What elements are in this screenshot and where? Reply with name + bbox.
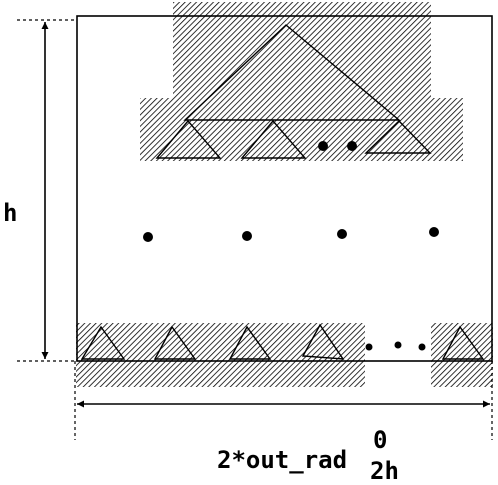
bottom-triangle-4 bbox=[301, 323, 345, 360]
small-triangle-1 bbox=[155, 119, 222, 159]
top-row-dot-1 bbox=[318, 141, 328, 151]
middle-dot-3 bbox=[337, 229, 347, 239]
small-triangle-3 bbox=[364, 120, 432, 154]
guide-lines bbox=[17, 19, 493, 440]
subscript-label: 2h bbox=[370, 457, 399, 485]
bottom-triangles bbox=[80, 323, 485, 360]
width-label: 2*out_rad bbox=[217, 446, 347, 474]
bottom-triangle-2 bbox=[153, 325, 197, 360]
bottom-dot-1 bbox=[365, 343, 373, 351]
big-triangle bbox=[183, 24, 401, 121]
middle-dot-1 bbox=[143, 232, 153, 242]
bottom-triangle-5 bbox=[441, 325, 485, 360]
top-triangles bbox=[155, 24, 432, 159]
hatched-regions bbox=[76, 2, 493, 387]
ellipsis-dots bbox=[143, 141, 439, 351]
hatch-bottom-right bbox=[431, 323, 493, 387]
superscript-label: 0 bbox=[373, 426, 387, 454]
middle-dot-4 bbox=[429, 227, 439, 237]
small-triangle-2 bbox=[240, 119, 307, 159]
hatch-top-row bbox=[140, 98, 463, 161]
middle-dot-2 bbox=[242, 231, 252, 241]
bottom-dot-3 bbox=[418, 343, 426, 351]
bottom-dot-2 bbox=[394, 341, 402, 349]
bottom-triangle-3 bbox=[228, 325, 272, 360]
outer-box bbox=[76, 15, 493, 362]
top-row-dot-2 bbox=[347, 141, 357, 151]
bottom-triangle-1 bbox=[80, 325, 126, 360]
height-label: h bbox=[3, 199, 17, 227]
hatch-bottom-left bbox=[76, 323, 365, 387]
